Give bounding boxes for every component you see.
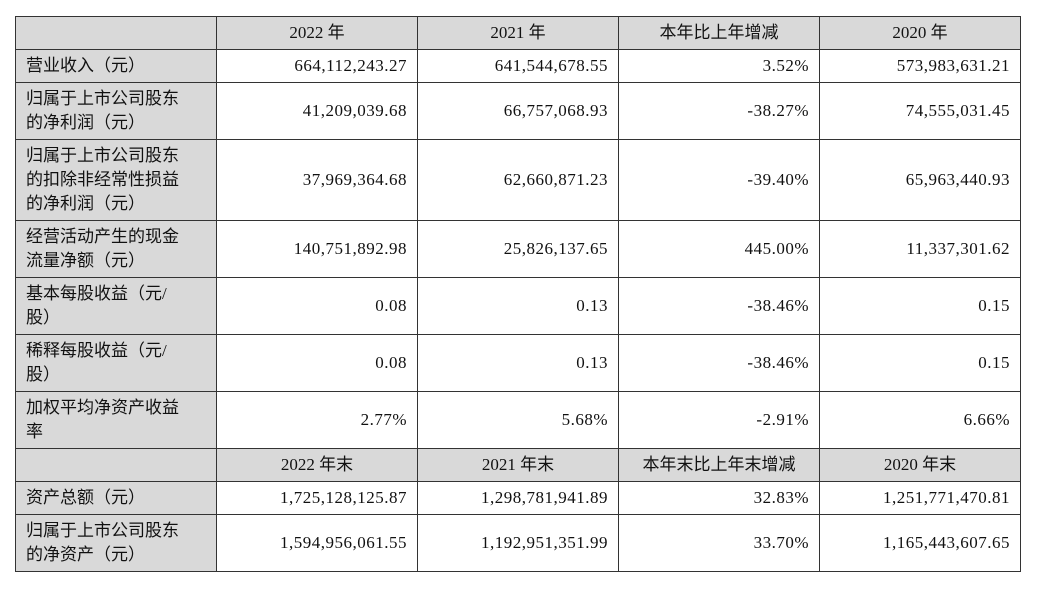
- value-cell: 2.77%: [216, 391, 418, 449]
- value-cell: 664,112,243.27: [216, 49, 418, 83]
- value-cell: -38.46%: [618, 334, 820, 392]
- value-cell: 0.13: [417, 334, 619, 392]
- row-label: 营业收入（元）: [15, 49, 217, 83]
- value-cell: 1,298,781,941.89: [417, 481, 619, 515]
- header-blank: [15, 16, 217, 50]
- value-cell: 1,165,443,607.65: [819, 514, 1021, 572]
- row-label: 归属于上市公司股东 的净利润（元）: [15, 82, 217, 140]
- label-line: 归属于上市公司股东: [26, 89, 179, 108]
- label-line: 的净资产（元）: [26, 545, 145, 564]
- value-cell: 25,826,137.65: [417, 220, 619, 278]
- value-cell: 32.83%: [618, 481, 820, 515]
- data-row: 归属于上市公司股东 的净利润（元） 41,209,039.68 66,757,068.…: [15, 82, 1021, 140]
- data-row: 加权平均净资产收益率 2.77% 5.68% -2.91% 6.66%: [15, 391, 1021, 449]
- label-line: 资产总额（元）: [26, 488, 145, 507]
- value-cell: 74,555,031.45: [819, 82, 1021, 140]
- value-cell: 6.66%: [819, 391, 1021, 449]
- label-line: 经营活动产生的现金: [26, 227, 179, 246]
- value-cell: -2.91%: [618, 391, 820, 449]
- value-cell: 0.08: [216, 277, 418, 335]
- label-line: 的净利润（元）: [26, 113, 145, 132]
- value-cell: 1,725,128,125.87: [216, 481, 418, 515]
- row-label: 经营活动产生的现金 流量净额（元）: [15, 220, 217, 278]
- label-line: 归属于上市公司股东: [26, 146, 179, 165]
- value-cell: 65,963,440.93: [819, 139, 1021, 221]
- label-line: 的净利润（元）: [26, 194, 145, 213]
- header-cell: 2021 年末: [417, 448, 619, 482]
- header-row: 2022 年末 2021 年末 本年末比上年末增减 2020 年末: [15, 448, 1021, 482]
- value-cell: 0.15: [819, 277, 1021, 335]
- row-label: 基本每股收益（元/股）: [15, 277, 217, 335]
- value-cell: -38.27%: [618, 82, 820, 140]
- data-row: 归属于上市公司股东 的扣除非经常性损益 的净利润（元） 37,969,364.68 62…: [15, 139, 1021, 221]
- value-cell: -39.40%: [618, 139, 820, 221]
- value-cell: 1,251,771,470.81: [819, 481, 1021, 515]
- label-line: 加权平均净资产收益: [26, 398, 179, 417]
- header-cell: 2020 年: [819, 16, 1021, 50]
- label-line: 归属于上市公司股东: [26, 521, 179, 540]
- header-cell: 本年末比上年末增减: [618, 448, 820, 482]
- row-label: 归属于上市公司股东 的扣除非经常性损益 的净利润（元）: [15, 139, 217, 221]
- header-cell: 本年比上年增减: [618, 16, 820, 50]
- label-line: 股）: [26, 308, 60, 327]
- value-cell: 41,209,039.68: [216, 82, 418, 140]
- value-cell: 1,594,956,061.55: [216, 514, 418, 572]
- data-row: 资产总额（元） 1,725,128,125.87 1,298,781,941.89 3…: [15, 481, 1021, 515]
- value-cell: 66,757,068.93: [417, 82, 619, 140]
- data-row: 营业收入（元） 664,112,243.27 641,544,678.55 3.52%…: [15, 49, 1021, 83]
- label-line: 率: [26, 422, 43, 441]
- value-cell: 0.13: [417, 277, 619, 335]
- row-label: 稀释每股收益（元/股）: [15, 334, 217, 392]
- row-label: 加权平均净资产收益率: [15, 391, 217, 449]
- label-line: 基本每股收益（元/: [26, 284, 167, 303]
- label-line: 稀释每股收益（元/: [26, 341, 167, 360]
- value-cell: 33.70%: [618, 514, 820, 572]
- row-label: 资产总额（元）: [15, 481, 217, 515]
- row-label: 归属于上市公司股东 的净资产（元）: [15, 514, 217, 572]
- value-cell: 0.08: [216, 334, 418, 392]
- label-line: 营业收入（元）: [26, 56, 145, 75]
- value-cell: 445.00%: [618, 220, 820, 278]
- value-cell: 11,337,301.62: [819, 220, 1021, 278]
- value-cell: 140,751,892.98: [216, 220, 418, 278]
- value-cell: 641,544,678.55: [417, 49, 619, 83]
- header-blank: [15, 448, 217, 482]
- header-cell: 2022 年末: [216, 448, 418, 482]
- data-row: 基本每股收益（元/股） 0.08 0.13 -38.46% 0.15: [15, 277, 1021, 335]
- data-row: 归属于上市公司股东 的净资产（元） 1,594,956,061.55 1,192,95…: [15, 514, 1021, 572]
- header-row: 2022 年 2021 年本年比上年增减 2020 年: [15, 16, 1021, 50]
- label-line: 流量净额（元）: [26, 251, 145, 270]
- header-cell: 2020 年末: [819, 448, 1021, 482]
- value-cell: 3.52%: [618, 49, 820, 83]
- value-cell: 5.68%: [417, 391, 619, 449]
- header-cell: 2021 年: [417, 16, 619, 50]
- header-cell: 2022 年: [216, 16, 418, 50]
- data-row: 稀释每股收益（元/股） 0.08 0.13 -38.46% 0.15: [15, 334, 1021, 392]
- label-line: 的扣除非经常性损益: [26, 170, 179, 189]
- data-row: 经营活动产生的现金 流量净额（元） 140,751,892.98 25,826,137…: [15, 220, 1021, 278]
- label-line: 股）: [26, 365, 60, 384]
- value-cell: 37,969,364.68: [216, 139, 418, 221]
- value-cell: 0.15: [819, 334, 1021, 392]
- value-cell: -38.46%: [618, 277, 820, 335]
- value-cell: 1,192,951,351.99: [417, 514, 619, 572]
- financial-table: 2022 年 2021 年本年比上年增减 2020 年营业收入（元） 664,112,…: [15, 16, 1021, 572]
- value-cell: 62,660,871.23: [417, 139, 619, 221]
- value-cell: 573,983,631.21: [819, 49, 1021, 83]
